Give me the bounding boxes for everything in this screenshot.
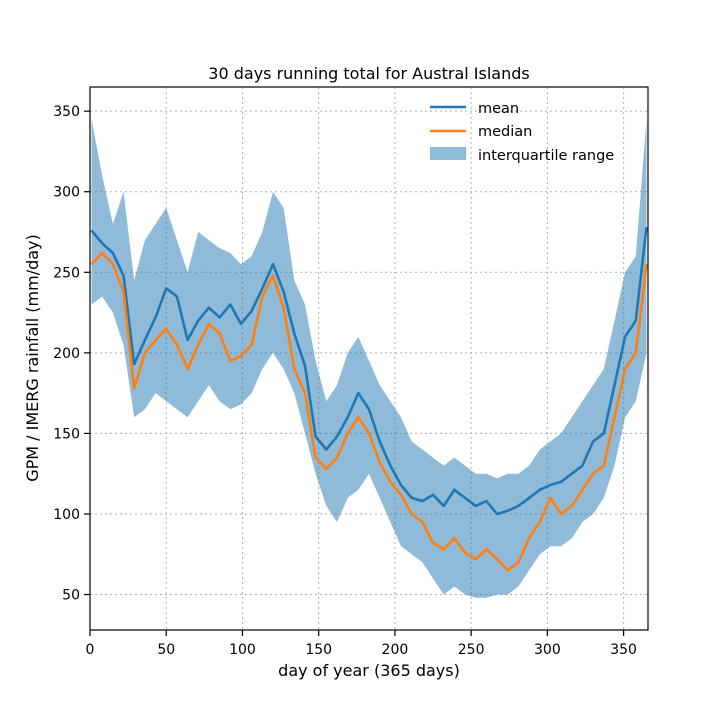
y-tick-label: 350	[53, 104, 80, 120]
y-tick-label: 250	[53, 265, 80, 281]
x-tick-label: 150	[305, 642, 332, 658]
plot-frame	[89, 86, 649, 631]
y-tick-label: 100	[53, 507, 80, 523]
x-tick-label: 50	[157, 642, 175, 658]
x-tick-label: 200	[382, 642, 409, 658]
x-tick-label: 100	[229, 642, 256, 658]
y-tick-label: 200	[53, 346, 80, 362]
y-tick-label: 300	[53, 185, 80, 201]
y-axis-title: GPM / IMERG rainfall (mm/day)	[23, 234, 42, 482]
legend-iqr-swatch	[430, 147, 466, 160]
y-tick-label: 150	[53, 426, 80, 442]
mean-line	[90, 227, 648, 516]
y-tick-label: 50	[62, 588, 80, 604]
x-tick-label: 300	[534, 642, 561, 658]
x-tick-label: 350	[610, 642, 637, 658]
legend-median-label: median	[478, 124, 532, 140]
axis-ticks: 0 50 100 150 200 250 300 350 50 100 150 200 250 300 35…	[53, 104, 637, 658]
x-tick-label: 250	[458, 642, 485, 658]
legend-mean-label: mean	[478, 101, 519, 117]
x-tick-label: 0	[86, 642, 95, 658]
legend-iqr-label: interquartile range	[478, 148, 614, 164]
median-line	[90, 251, 648, 572]
legend: mean median interquartile range	[430, 101, 614, 164]
chart-title: 30 days running total for Austral Island…	[208, 64, 529, 83]
x-axis-title: day of year (365 days)	[278, 661, 460, 680]
interquartile-range-band	[91, 119, 647, 598]
